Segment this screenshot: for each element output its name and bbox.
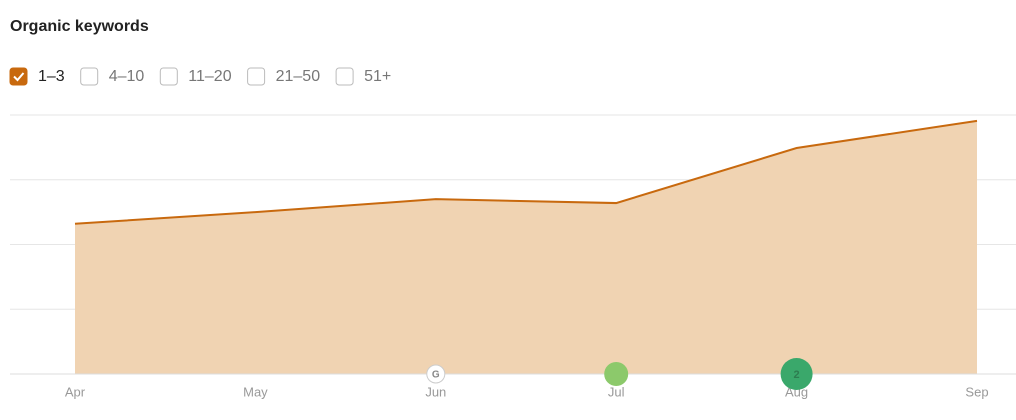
- x-tick-label: Jul: [608, 384, 625, 399]
- event-dot: [604, 362, 629, 386]
- filter-label: 51+: [364, 68, 391, 85]
- x-tick-label: Jun: [425, 384, 446, 399]
- x-tick-label: Sep: [965, 384, 988, 399]
- filter-checkbox[interactable]: 1–3: [9, 67, 65, 86]
- checkmark: [13, 72, 25, 82]
- filter-label: 21–50: [276, 68, 321, 85]
- x-tick-label: Apr: [65, 384, 86, 399]
- filter-checkbox[interactable]: 51+: [335, 67, 391, 86]
- event-marker[interactable]: 2: [780, 358, 813, 390]
- filter-label: 1–3: [38, 68, 65, 85]
- x-tick-label: May: [243, 384, 268, 399]
- event-dot: [780, 358, 813, 390]
- checkbox: [80, 67, 99, 86]
- event-marker[interactable]: [604, 362, 629, 386]
- area: [75, 120, 977, 374]
- checkbox: [335, 67, 354, 86]
- event-marker[interactable]: G: [426, 364, 446, 384]
- checkbox: [9, 67, 28, 86]
- event-dot: [426, 364, 446, 384]
- event-label: G: [432, 370, 440, 381]
- filter-checkbox[interactable]: 4–10: [80, 67, 145, 86]
- line: [74, 119, 978, 225]
- event-label: 2: [794, 369, 800, 381]
- filter-checkbox[interactable]: 11–20: [159, 67, 232, 86]
- checkbox: [159, 67, 178, 86]
- checkbox: [247, 67, 266, 86]
- chart-title: Organic keywords: [10, 18, 149, 35]
- filter-label: 4–10: [109, 68, 145, 85]
- filter-label: 11–20: [188, 68, 231, 85]
- filter-checkbox[interactable]: 21–50: [247, 67, 321, 86]
